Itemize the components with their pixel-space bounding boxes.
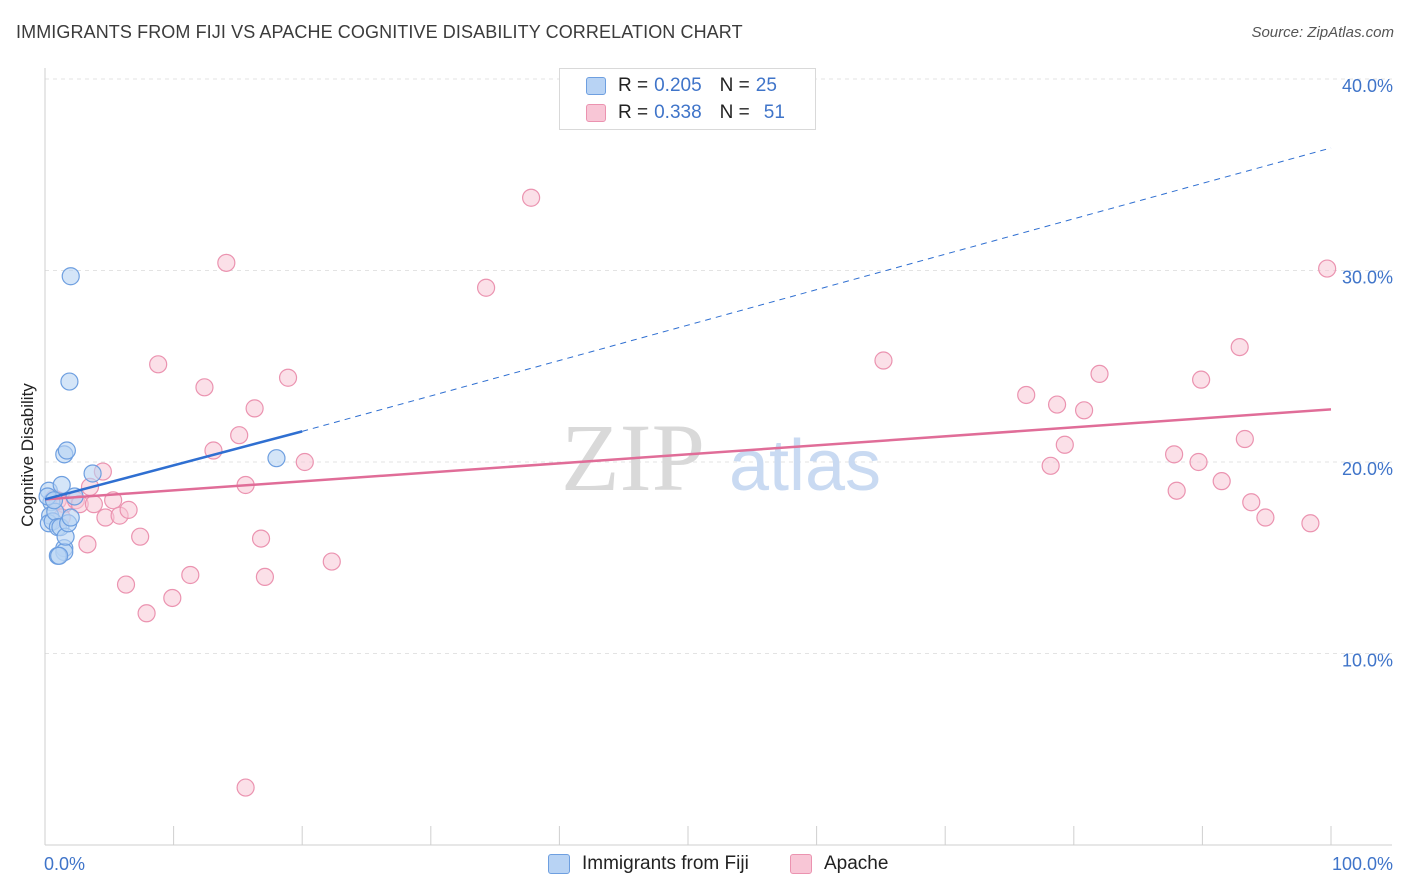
apache-point — [163, 588, 182, 608]
apache-point — [1055, 435, 1074, 454]
x-tick-label-max: 100.0% — [1332, 854, 1393, 874]
apache-point — [322, 552, 341, 571]
fiji-r-value: 0.205 — [654, 75, 702, 96]
apache-point — [251, 529, 271, 548]
apache-r-value: 0.338 — [654, 102, 702, 123]
apache-point — [476, 278, 496, 297]
apache-point — [1212, 472, 1231, 491]
apache-point — [217, 253, 236, 272]
apache-legend-label: Apache — [824, 853, 889, 874]
apache-point — [1047, 395, 1067, 414]
apache-point — [78, 535, 97, 554]
axes — [44, 68, 1392, 846]
apache-point — [1235, 429, 1254, 449]
apache-legend-swatch — [790, 854, 812, 874]
fiji-point — [61, 267, 80, 286]
bottom-legend-apache[interactable]: Apache — [790, 851, 888, 877]
apache-point — [874, 351, 893, 370]
apache-n-value: 51 — [763, 102, 785, 123]
apache-point — [255, 567, 275, 587]
apache-point — [1318, 259, 1337, 278]
fiji-point — [83, 464, 102, 483]
apache-point — [1242, 493, 1261, 512]
r-label: R = — [618, 102, 649, 123]
apache-point — [278, 368, 298, 387]
tick-labels: 10.0% 20.0% 30.0% 40.0% 0.0% 100.0% — [44, 76, 1393, 874]
fiji-point — [52, 475, 71, 495]
apache-point — [195, 378, 214, 397]
fiji-n-value: 25 — [755, 75, 777, 96]
n-label: N = — [719, 102, 750, 123]
apache-point — [137, 604, 156, 623]
apache-point — [1167, 481, 1186, 500]
chart-title: IMMIGRANTS FROM FIJI VS APACHE COGNITIVE… — [16, 22, 743, 42]
apache-point — [236, 778, 255, 797]
apache-point — [245, 399, 264, 418]
fiji-point — [57, 441, 76, 460]
apache-swatch — [586, 104, 606, 122]
fiji-point — [60, 372, 79, 391]
trend-lines — [44, 147, 1332, 501]
apache-point — [522, 188, 541, 207]
apache-point — [1041, 456, 1060, 475]
apache-point — [1189, 452, 1208, 472]
y-tick-label: 30.0% — [1342, 268, 1393, 288]
legend-row-fiji: R = 0.205 N = 25 — [586, 73, 795, 99]
watermark-atlas: atlas — [729, 426, 881, 506]
fiji-point — [50, 546, 69, 565]
r-label: R = — [618, 75, 649, 96]
fiji-swatch — [586, 77, 606, 95]
apache-point — [84, 495, 103, 514]
y-tick-label: 20.0% — [1342, 459, 1393, 479]
fiji-points — [38, 267, 286, 565]
apache-trend-line — [44, 408, 1332, 501]
apache-point — [1256, 508, 1275, 527]
gridlines — [45, 78, 1392, 654]
apache-point — [181, 565, 200, 585]
bottom-legend-fiji[interactable]: Immigrants from Fiji — [548, 851, 749, 877]
fiji-point — [61, 508, 80, 527]
fiji-trend-extrapolation — [302, 147, 1332, 432]
fiji-legend-label: Immigrants from Fiji — [582, 853, 749, 874]
y-tick-label: 10.0% — [1342, 651, 1393, 671]
apache-point — [1017, 385, 1036, 405]
n-label: N = — [719, 75, 750, 96]
fiji-legend-swatch — [548, 854, 570, 874]
apache-point — [131, 527, 150, 546]
legend-row-apache: R = 0.338 N = 51 — [586, 100, 803, 126]
fiji-point — [267, 449, 286, 468]
apache-point — [119, 500, 138, 519]
apache-point — [1090, 364, 1109, 384]
apache-point — [1230, 338, 1249, 357]
apache-point — [149, 355, 168, 374]
x-tick-label-min: 0.0% — [44, 854, 85, 874]
apache-point — [230, 426, 249, 445]
apache-point — [1301, 514, 1320, 533]
fiji-trend-line — [44, 430, 303, 501]
source-credit: Source: ZipAtlas.com — [1251, 24, 1394, 41]
apache-point — [1192, 370, 1211, 389]
apache-point — [295, 452, 314, 472]
apache-point — [1074, 401, 1094, 420]
stats-legend: R = 0.205 N = 25 R = 0.338 N = 51 — [559, 68, 816, 130]
apache-point — [116, 575, 136, 594]
apache-point — [1165, 445, 1184, 464]
y-tick-label: 40.0% — [1342, 76, 1393, 96]
